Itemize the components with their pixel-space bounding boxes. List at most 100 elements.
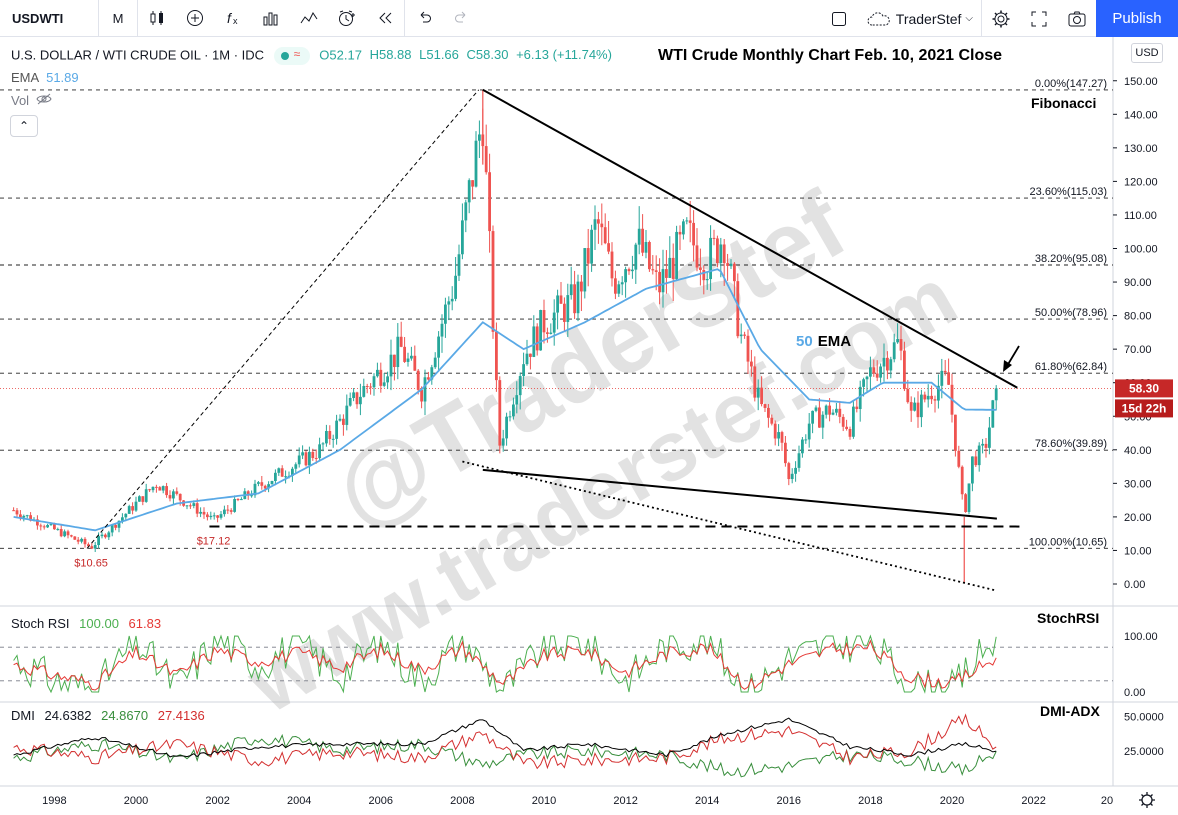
candle-body: [702, 269, 706, 281]
candle-body: [801, 439, 804, 454]
price-tick-label: 140.00: [1124, 109, 1158, 121]
candle-body: [903, 350, 906, 390]
candle-body: [940, 370, 944, 386]
replay-icon[interactable]: [366, 0, 404, 37]
candle-body: [484, 146, 488, 173]
candle-body: [49, 524, 53, 526]
candle-body: [161, 486, 165, 491]
candle-body: [566, 295, 570, 322]
symbol-description: U.S. DOLLAR / WTI CRUDE OIL · 1M · IDC: [11, 47, 265, 63]
layout-menu[interactable]: TraderStef ⌵: [858, 11, 981, 27]
candle-body: [294, 464, 298, 469]
candle-body: [569, 284, 573, 296]
undo-icon[interactable]: [405, 0, 443, 37]
candle-body: [369, 386, 372, 388]
dmi-tick-label: 50.0000: [1124, 712, 1164, 724]
candle-body: [692, 222, 695, 246]
dmi-minus-value: 27.4136: [157, 708, 205, 723]
candle-body: [790, 473, 794, 480]
candle-type-icon[interactable]: [138, 0, 176, 37]
candle-body: [389, 354, 393, 377]
candle-body: [56, 529, 60, 531]
candle-body: [726, 263, 729, 266]
price-tick-label: 150.00: [1124, 76, 1158, 88]
eye-hidden-icon[interactable]: [36, 93, 52, 108]
price-tick-label: 100.00: [1124, 244, 1158, 256]
candle-body: [355, 392, 359, 405]
candle-body: [178, 493, 182, 501]
candle-body: [688, 220, 692, 223]
candle-body: [263, 485, 267, 489]
candle-body: [461, 220, 464, 255]
candle-body: [444, 304, 447, 324]
candle-body: [573, 284, 576, 314]
snapshot-camera-icon[interactable]: [1058, 0, 1096, 37]
candle-body: [277, 468, 281, 473]
templates-icon[interactable]: [252, 0, 290, 37]
last-price-tag: 58.30 15d 22h: [1115, 379, 1173, 418]
candle-body: [862, 379, 865, 387]
settings-gear-icon[interactable]: [982, 0, 1020, 37]
add-compare-icon[interactable]: [176, 0, 214, 37]
dmi-legend[interactable]: DMI 24.6382 24.8670 27.4136: [11, 708, 205, 723]
candle-body: [42, 526, 46, 528]
candle-body: [994, 388, 998, 401]
candle-body: [433, 357, 437, 368]
time-tick-label: 2008: [450, 795, 474, 807]
price-tick-label: 40.00: [1124, 445, 1152, 457]
volume-legend[interactable]: Vol: [11, 93, 52, 108]
fullscreen-icon[interactable]: [1020, 0, 1058, 37]
chevron-up-icon: ⌃: [18, 119, 30, 133]
dmi-name: DMI: [11, 708, 35, 723]
candle-body: [83, 538, 87, 545]
stoch-rsi-legend[interactable]: Stoch RSI 100.00 61.83: [11, 616, 161, 631]
candle-body: [597, 219, 600, 224]
redo-icon[interactable]: [443, 0, 481, 37]
candle-body: [253, 483, 257, 496]
candle-body: [930, 395, 933, 400]
time-tick-label: 2002: [205, 795, 229, 807]
candle-body: [614, 278, 617, 294]
currency-button[interactable]: USD: [1131, 43, 1163, 63]
candle-body: [971, 456, 974, 484]
candle-body: [410, 355, 413, 359]
candle-body: [240, 499, 243, 501]
candle-body: [87, 544, 90, 547]
candle-body: [175, 491, 179, 494]
candle-body: [756, 387, 760, 398]
chart-canvas[interactable]: @TraderStef www.traderstef.com 0.00%(147…: [0, 37, 1178, 815]
candle-body: [838, 408, 842, 417]
ema-legend[interactable]: EMA 51.89: [11, 70, 79, 85]
candle-body: [301, 452, 304, 456]
compare-icon[interactable]: [290, 0, 328, 37]
candle-body: [447, 301, 451, 305]
alert-clock-icon[interactable]: [328, 0, 366, 37]
candle-body: [637, 228, 641, 245]
candle-body: [141, 496, 145, 502]
ema-50-line: [13, 268, 997, 532]
candle-body: [372, 376, 376, 388]
symbol-search-button[interactable]: USDWTI: [12, 10, 64, 26]
candle-body: [678, 231, 682, 235]
candle-body: [342, 418, 345, 425]
low-value: L51.66: [419, 47, 459, 63]
high-value: H58.88: [369, 47, 412, 63]
candle-body: [117, 520, 121, 528]
fullscreen-select-icon[interactable]: [820, 0, 858, 37]
candle-body: [559, 295, 563, 304]
time-tick-label: 2022: [1021, 795, 1045, 807]
publish-button[interactable]: Publish: [1096, 0, 1178, 37]
interval-button[interactable]: M: [112, 10, 124, 26]
candle-body: [348, 398, 352, 406]
time-axis-settings-icon[interactable]: [1139, 792, 1155, 808]
candle-body: [943, 370, 947, 373]
candle-body: [855, 406, 859, 410]
trendlines[interactable]: $10.65 $17.12: [74, 88, 1026, 592]
candle-body: [12, 510, 15, 512]
collapse-legend-button[interactable]: ⌃: [10, 115, 38, 137]
candle-body: [440, 323, 444, 337]
candle-body: [93, 545, 97, 549]
candle-body: [937, 385, 940, 401]
candle-body: [393, 354, 396, 368]
